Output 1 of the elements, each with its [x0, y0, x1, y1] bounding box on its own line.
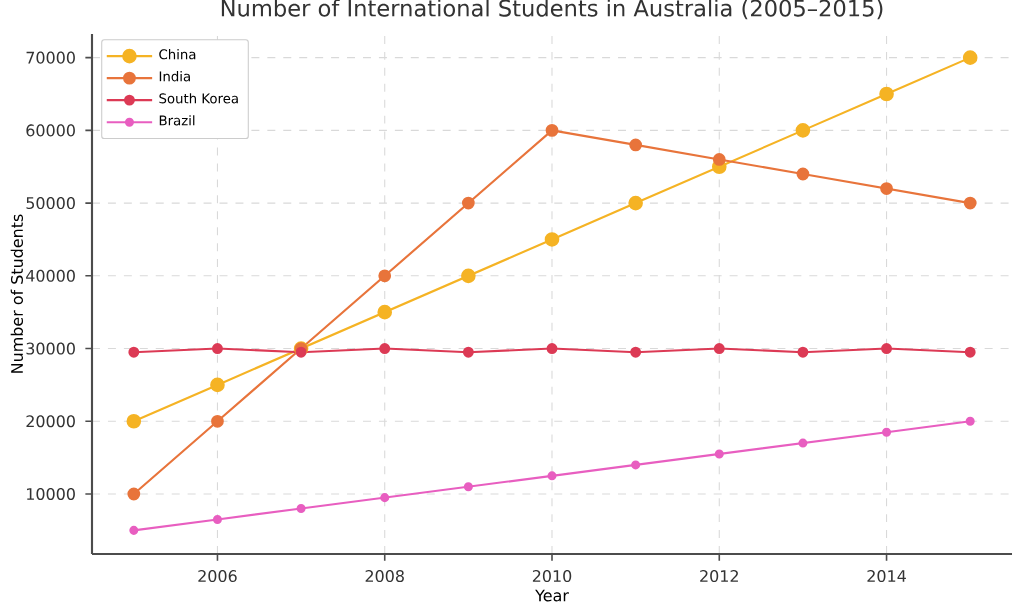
chart-title: Number of International Students in Australia (2005–2015): [221, 0, 883, 20]
